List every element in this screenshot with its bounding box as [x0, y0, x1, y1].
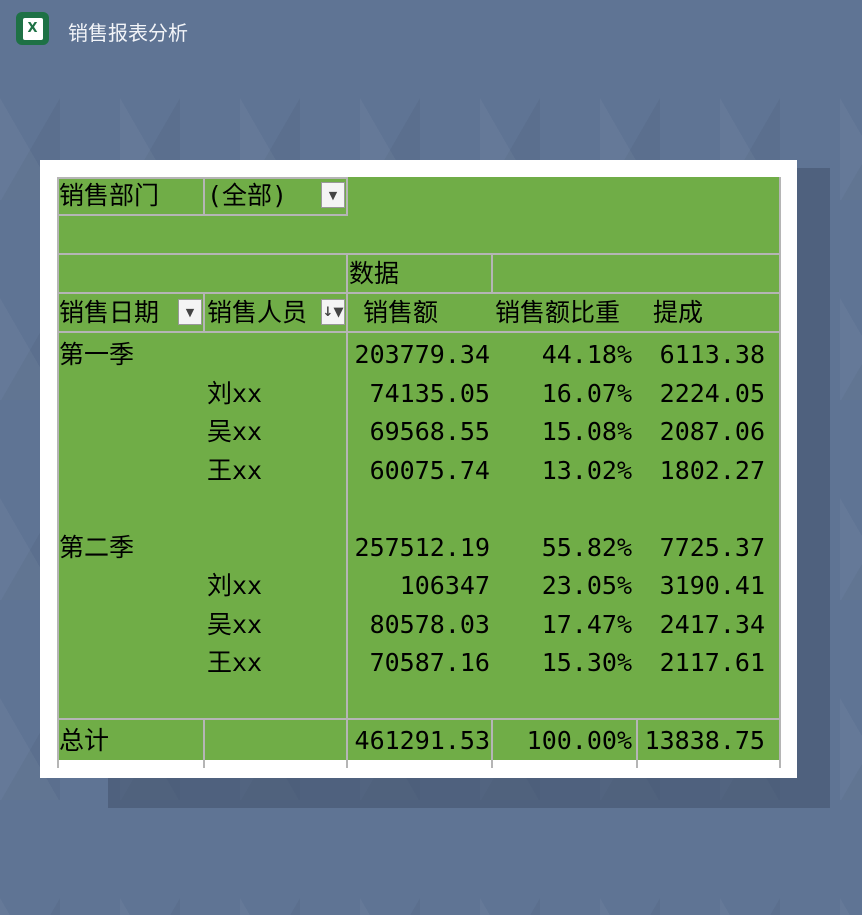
grid-line: [203, 718, 205, 760]
grid-line: [779, 177, 781, 760]
grid-line: [346, 760, 348, 768]
commission-cell: 7725.37: [659, 532, 765, 562]
ratio-cell: 44.18%: [541, 340, 632, 369]
amount-cell: 69568.55: [369, 417, 490, 446]
row-label: 王xx: [207, 648, 263, 677]
grid-line: [57, 214, 348, 216]
chevron-down-icon: ▼: [185, 305, 195, 319]
amount-cell: 80578.03: [369, 609, 490, 639]
row-label: 刘xx: [207, 378, 263, 408]
row-label: 总计: [59, 726, 110, 755]
grid-line: [203, 292, 205, 333]
ratio-cell: 15.08%: [541, 417, 632, 446]
header-person: 销售人员: [207, 298, 308, 327]
ratio-cell: 13.02%: [541, 455, 632, 485]
grid-line: [203, 760, 205, 768]
grid-line: [57, 177, 348, 179]
grid-line: [636, 718, 638, 760]
grid-line: [346, 253, 348, 760]
header-data: 数据: [349, 259, 400, 288]
amount-cell: 60075.74: [369, 455, 490, 485]
header-ratio: 销售额比重: [495, 298, 621, 327]
filter-dropdown-button[interactable]: ▼: [321, 182, 345, 208]
grid-line: [491, 718, 493, 760]
person-filter-button[interactable]: ↓▼: [321, 299, 345, 325]
commission-cell: 2224.05: [659, 378, 765, 408]
ratio-cell: 16.07%: [541, 378, 632, 408]
row-label: 第一季: [59, 340, 135, 369]
amount-cell: 203779.34: [354, 340, 490, 369]
amount-cell: 106347: [399, 571, 490, 600]
ratio-cell: 100.00%: [526, 726, 632, 755]
amount-cell: 70587.16: [369, 648, 490, 677]
ratio-cell: 55.82%: [541, 532, 632, 562]
filter-label: 销售部门: [59, 181, 160, 210]
pivot-table: 销售部门 (全部) ▼ 数据 销售日期 ▼ 销售人员 ↓▼ 销售额 销售额比重 …: [57, 177, 781, 760]
ratio-cell: 23.05%: [541, 571, 632, 600]
sort-filter-icon: ↓▼: [322, 304, 344, 320]
row-label: 第二季: [59, 532, 135, 562]
commission-cell: 2417.34: [659, 609, 765, 639]
grid-line: [491, 253, 493, 292]
grid-line: [57, 253, 781, 255]
grid-line: [57, 292, 781, 294]
grid-line: [636, 760, 638, 768]
grid-line: [57, 331, 781, 333]
amount-cell: 74135.05: [369, 378, 490, 408]
commission-cell: 2117.61: [659, 648, 765, 677]
date-dropdown-button[interactable]: ▼: [178, 299, 202, 325]
commission-cell: 2087.06: [659, 417, 765, 446]
commission-cell: 13838.75: [644, 726, 765, 755]
amount-cell: 257512.19: [354, 532, 490, 562]
ratio-cell: 15.30%: [541, 648, 632, 677]
grid-line: [779, 760, 781, 768]
header-commission: 提成: [653, 298, 704, 327]
filter-value[interactable]: (全部): [207, 181, 288, 210]
grid-line: [57, 177, 59, 760]
commission-cell: 6113.38: [659, 340, 765, 369]
app-title: 销售报表分析: [68, 21, 188, 45]
commission-cell: 1802.27: [659, 455, 765, 485]
row-label: 王xx: [207, 455, 263, 485]
grid-line: [203, 177, 205, 216]
header-date: 销售日期: [59, 298, 160, 327]
commission-cell: 3190.41: [659, 571, 765, 600]
grid-line: [57, 718, 781, 720]
grid-line: [491, 760, 493, 768]
excel-icon: X: [16, 12, 49, 45]
ratio-cell: 17.47%: [541, 609, 632, 639]
row-label: 刘xx: [207, 571, 263, 600]
amount-cell: 461291.53: [354, 726, 490, 755]
header-amount: 销售额: [363, 298, 439, 327]
row-label: 吴xx: [207, 609, 263, 639]
header: X 销售报表分析: [0, 0, 862, 60]
grid-line: [346, 177, 348, 216]
chevron-down-icon: ▼: [328, 188, 338, 202]
grid-line: [57, 760, 59, 768]
row-label: 吴xx: [207, 417, 263, 446]
